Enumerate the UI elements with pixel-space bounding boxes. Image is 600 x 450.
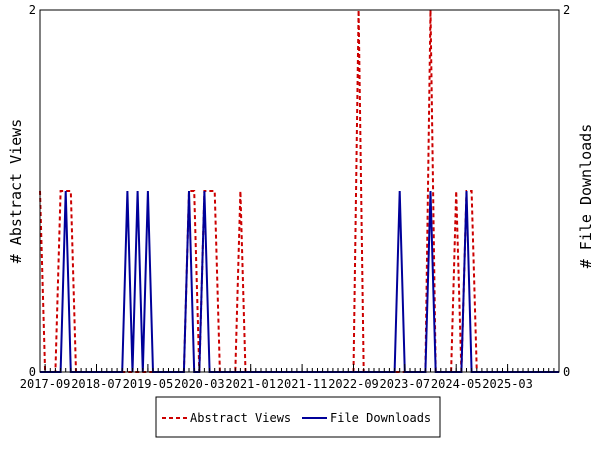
y-right-tick-label-2: 2 [563,3,570,17]
x-tick-label-2023-07: 2023-07 [380,377,431,391]
x-tick-label-2021-01: 2021-01 [225,377,276,391]
legend-box [155,396,441,438]
ticks-layer [39,364,560,372]
x-tick-label-2018-07: 2018-07 [71,377,122,391]
plot-frame [39,9,560,373]
x-tick-label-2025-03: 2025-03 [482,377,533,391]
legend: Abstract Views File Downloads [155,396,441,438]
x-tick-label-2019-05: 2019-05 [123,377,174,391]
legend-label-abstract-views: Abstract Views [190,411,291,425]
y-axis-right-title: # File Downloads [577,124,595,269]
legend-label-file-downloads: File Downloads [330,411,431,425]
y-left-tick-label-2: 2 [29,3,36,17]
x-tick-label-2020-03: 2020-03 [174,377,225,391]
x-tick-label-2024-05: 2024-05 [431,377,482,391]
x-tick-label-2017-09: 2017-09 [20,377,71,391]
y-axis-left-title: # Abstract Views [7,119,25,264]
y-right-tick-label-0: 0 [563,365,570,379]
y-left-tick-label-0: 0 [29,365,36,379]
x-tick-label-2022-09: 2022-09 [328,377,379,391]
x-tick-label-2021-11: 2021-11 [277,377,328,391]
labels-layer: 2017-09 2018-07 2019-05 2020-03 2021-01 2021-… [20,3,570,391]
